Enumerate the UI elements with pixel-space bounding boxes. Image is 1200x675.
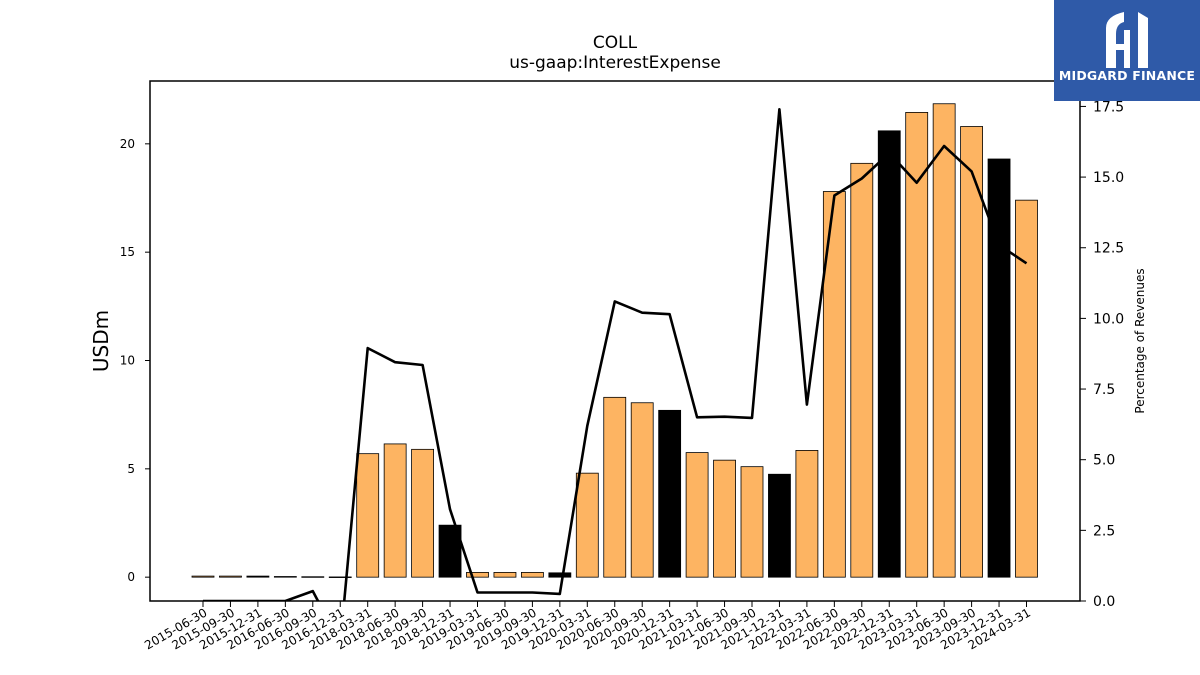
bar-2020-12-31	[658, 409, 682, 578]
bar-2021-03-31	[685, 452, 709, 578]
y2-tick-label: 12.5	[1093, 241, 1124, 257]
bar-2022-09-30	[850, 162, 874, 578]
brand-name: MIDGARD FINANCE	[1058, 68, 1196, 83]
bar-2015-12-31	[246, 575, 270, 578]
bar-2020-06-30	[603, 396, 627, 578]
line-layer	[203, 108, 1028, 601]
bar-2018-03-31	[356, 453, 380, 578]
bar-2018-06-30	[383, 443, 407, 578]
y-tick-label: 15	[120, 245, 135, 259]
bar-2021-12-31	[768, 473, 791, 578]
bar-2022-06-30	[822, 191, 846, 578]
bar-2016-09-30	[301, 576, 325, 578]
bar-2020-09-30	[630, 402, 654, 578]
plot-frame	[149, 80, 1081, 602]
chart-subtitle: us-gaap:InterestExpense	[509, 53, 721, 73]
bar-2016-12-31	[328, 576, 352, 578]
y2-tick-label: 5.0	[1093, 453, 1115, 469]
brand-logo: MIDGARD FINANCE	[1054, 0, 1200, 101]
y2-axis-label: Percentage of Revenues	[1133, 268, 1147, 413]
bar-2022-12-31	[877, 130, 901, 578]
revenue-percentage-line	[203, 108, 1028, 601]
bar-2020-03-31	[575, 472, 599, 578]
bar-2023-12-31	[987, 158, 1011, 578]
y2-tick-label: 7.5	[1093, 382, 1115, 398]
y2-tick-label: 15.0	[1093, 170, 1124, 186]
bar-2023-06-30	[932, 103, 956, 578]
y-tick-label: 10	[120, 354, 135, 368]
bar-2022-03-31	[795, 450, 819, 578]
y-tick-label: 20	[120, 137, 135, 151]
y2-tick-label: 10.0	[1093, 311, 1124, 327]
bar-2024-03-31	[1015, 199, 1038, 578]
bar-2016-06-30	[273, 576, 297, 578]
y-tick-label: 5	[127, 462, 135, 476]
bar-2018-12-31	[438, 524, 462, 578]
bar-layer	[191, 103, 1038, 578]
bar-2015-06-30	[191, 575, 215, 578]
bar-2019-09-30	[521, 572, 544, 578]
bar-2015-09-30	[219, 575, 242, 578]
bar-2023-09-30	[960, 126, 983, 578]
y2-tick-label: 17.5	[1093, 99, 1124, 115]
bar-2021-09-30	[740, 466, 764, 578]
y2-tick-label: 2.5	[1093, 523, 1115, 539]
bar-2019-06-30	[493, 572, 517, 578]
chart-title: COLL	[593, 33, 638, 53]
midgard-logo-icon	[1106, 12, 1148, 68]
y2-tick-label: 0.0	[1093, 594, 1115, 610]
bar-2021-06-30	[713, 459, 736, 578]
y-axis-label: USDm	[89, 310, 113, 372]
bar-2023-03-31	[905, 112, 929, 578]
y-tick-label: 0	[127, 570, 135, 584]
bar-2019-03-31	[466, 572, 489, 578]
bar-2019-12-31	[548, 572, 572, 578]
bar-2018-09-30	[411, 448, 435, 578]
